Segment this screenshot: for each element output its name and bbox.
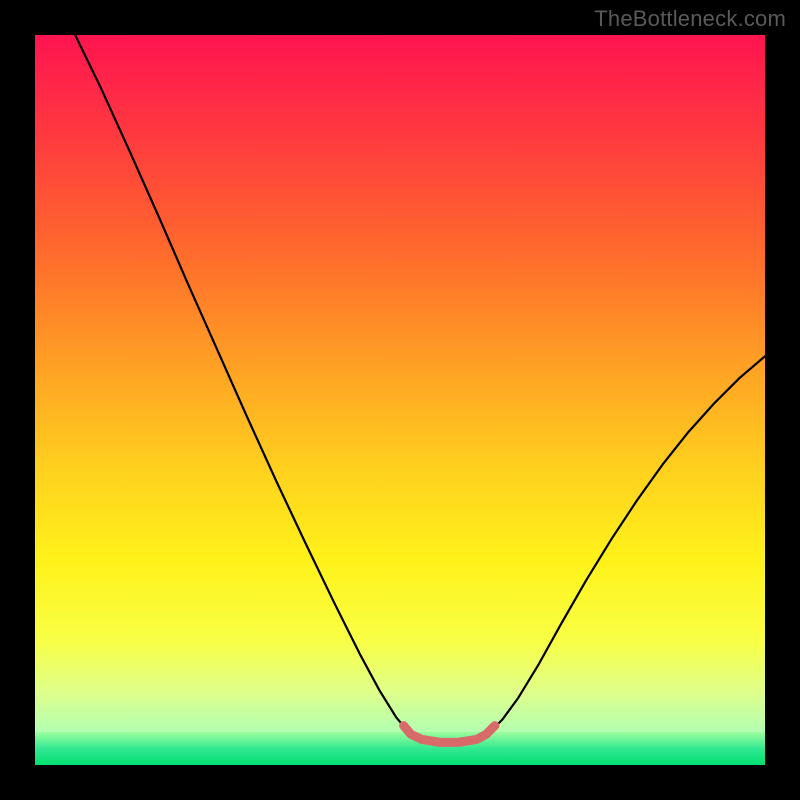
watermark-text: TheBottleneck.com <box>594 6 786 32</box>
plot-area <box>35 35 765 765</box>
optimal-range-highlight <box>35 35 765 765</box>
